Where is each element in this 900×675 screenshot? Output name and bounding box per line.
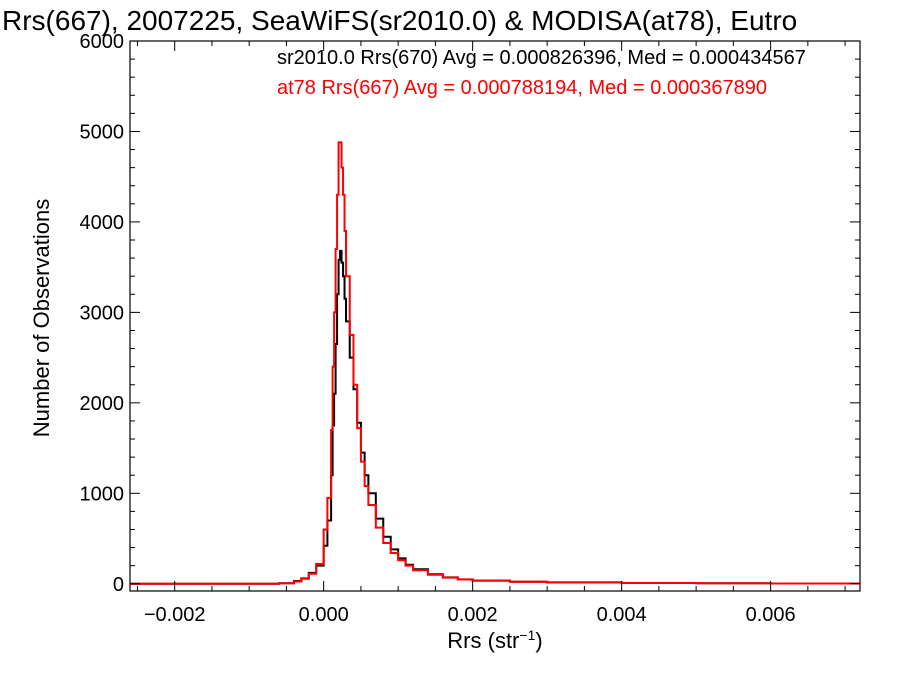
legend-entry-at78: at78 Rrs(667) Avg = 0.000788194, Med = 0… [277, 77, 767, 99]
legend: sr2010.0 Rrs(670) Avg = 0.000826396, Med… [277, 47, 806, 99]
x-tick-label: 0.000 [299, 604, 349, 626]
x-axis: −0.002 0.000 0.002 0.004 0.006 [136, 41, 846, 626]
x-axis-label-sup: −1 [519, 627, 535, 643]
x-tick-label: 0.002 [448, 604, 498, 626]
chart-title: Rrs(667), 2007225, SeaWiFS(sr2010.0) & M… [2, 5, 797, 36]
legend-entry-sr2010: sr2010.0 Rrs(670) Avg = 0.000826396, Med… [277, 47, 806, 69]
y-tick-label: 6000 [80, 31, 125, 53]
series-line-at78 [130, 141, 861, 585]
x-axis-label-main: Rrs (str [447, 628, 519, 653]
y-axis: 0 1000 2000 3000 4000 5000 6000 [80, 31, 860, 596]
y-tick-label: 0 [113, 574, 124, 596]
y-tick-label: 4000 [80, 212, 125, 234]
x-axis-label-close: ) [535, 628, 542, 653]
x-axis-label: Rrs (str−1) [447, 627, 542, 653]
y-tick-label: 3000 [80, 302, 125, 324]
x-tick-label: 0.004 [597, 604, 647, 626]
series-line-sr2010 [130, 249, 861, 585]
x-tick-label: 0.006 [746, 604, 796, 626]
y-axis-label: Number of Observations [29, 199, 54, 437]
y-tick-label: 1000 [80, 483, 125, 505]
y-tick-label: 5000 [80, 121, 125, 143]
plot-frame [129, 40, 861, 592]
x-tick-label: −0.002 [144, 604, 206, 626]
plot-area [129, 40, 861, 592]
y-tick-label: 2000 [80, 393, 125, 415]
